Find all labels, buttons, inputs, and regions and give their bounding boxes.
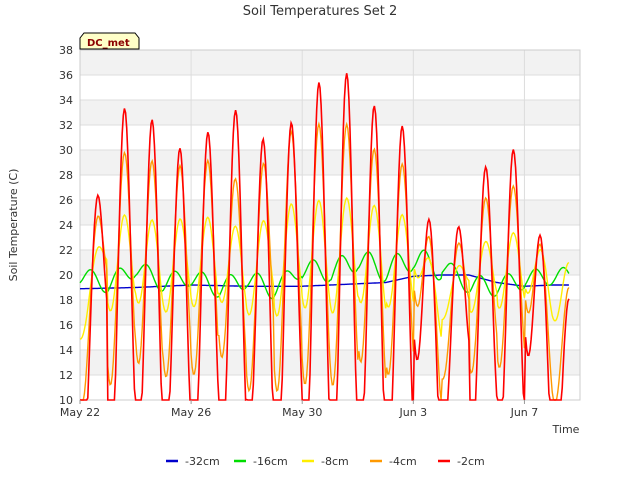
x-tick-label: May 30 [282,406,322,419]
legend-label: -16cm [253,455,288,468]
y-tick-label: 36 [59,69,73,82]
plot-band [80,175,580,200]
y-tick-label: 28 [59,169,73,182]
plot-bands [80,50,580,400]
plot-band [80,50,580,75]
y-tick-label: 26 [59,194,73,207]
y-tick-label: 22 [59,244,73,257]
plot-band [80,375,580,400]
legend-label: -8cm [321,455,349,468]
legend-label: -32cm [185,455,220,468]
y-tick-label: 18 [59,294,73,307]
chart-title: Soil Temperatures Set 2 [243,4,398,19]
y-tick-label: 14 [59,344,73,357]
plot-band [80,75,580,100]
x-tick-label: Jun 3 [398,406,427,419]
y-axis-label: Soil Temperature (C) [7,169,20,282]
site-label-text: DC_met [87,38,130,49]
y-tick-label: 20 [59,269,73,282]
series-lines [79,73,570,401]
y-tick-label: 30 [59,144,73,157]
y-tick-label: 24 [59,219,73,232]
x-tick-label: May 22 [60,406,100,419]
plot-band [80,250,580,275]
plot-band [80,200,580,225]
x-axis-label: Time [552,423,580,436]
plot-band [80,100,580,125]
y-tick-label: 32 [59,119,73,132]
plot-band [80,150,580,175]
y-tick-label: 34 [59,94,73,107]
y-tick-label: 16 [59,319,73,332]
y-tick-label: 38 [59,44,73,57]
legend-label: -4cm [389,455,417,468]
x-tick-label: Jun 7 [510,406,539,419]
y-tick-label: 10 [59,394,73,407]
y-tick-label: 12 [59,369,73,382]
legend-label: -2cm [457,455,485,468]
series-line-minus-2cm [80,73,570,401]
legend: -32cm -16cm -8cm -4cm -2cm [166,455,485,468]
x-tick-label: May 26 [171,406,211,419]
site-label: DC_met [79,32,140,50]
y-axis-ticks: 10 12 14 16 18 20 22 24 26 28 30 32 34 36 38 [59,44,73,407]
site-label-box [79,32,140,50]
plot-band [80,225,580,250]
plot-band [80,125,580,150]
x-axis-ticks: May 22 May 26 May 30 Jun 3 Jun 7 [60,400,538,419]
